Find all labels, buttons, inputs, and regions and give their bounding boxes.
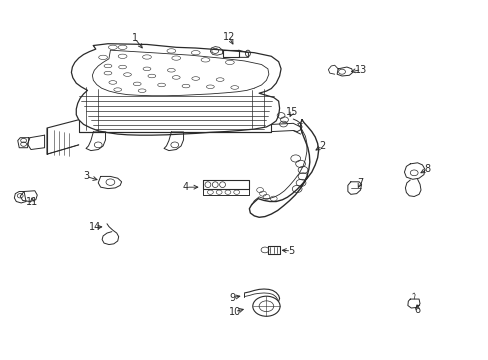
Text: 1: 1 <box>131 33 138 43</box>
Text: 12: 12 <box>222 32 235 41</box>
Text: 13: 13 <box>355 64 367 75</box>
Text: 11: 11 <box>26 197 39 207</box>
Text: 8: 8 <box>424 164 429 174</box>
Text: 7: 7 <box>357 177 363 188</box>
Text: 9: 9 <box>229 293 235 303</box>
Text: 6: 6 <box>414 305 420 315</box>
Text: 5: 5 <box>287 246 294 256</box>
Text: 10: 10 <box>228 307 241 316</box>
Text: 15: 15 <box>285 107 298 117</box>
Text: 2: 2 <box>319 141 325 151</box>
Text: 4: 4 <box>183 182 189 192</box>
Text: 3: 3 <box>83 171 89 181</box>
Text: 14: 14 <box>88 222 101 232</box>
